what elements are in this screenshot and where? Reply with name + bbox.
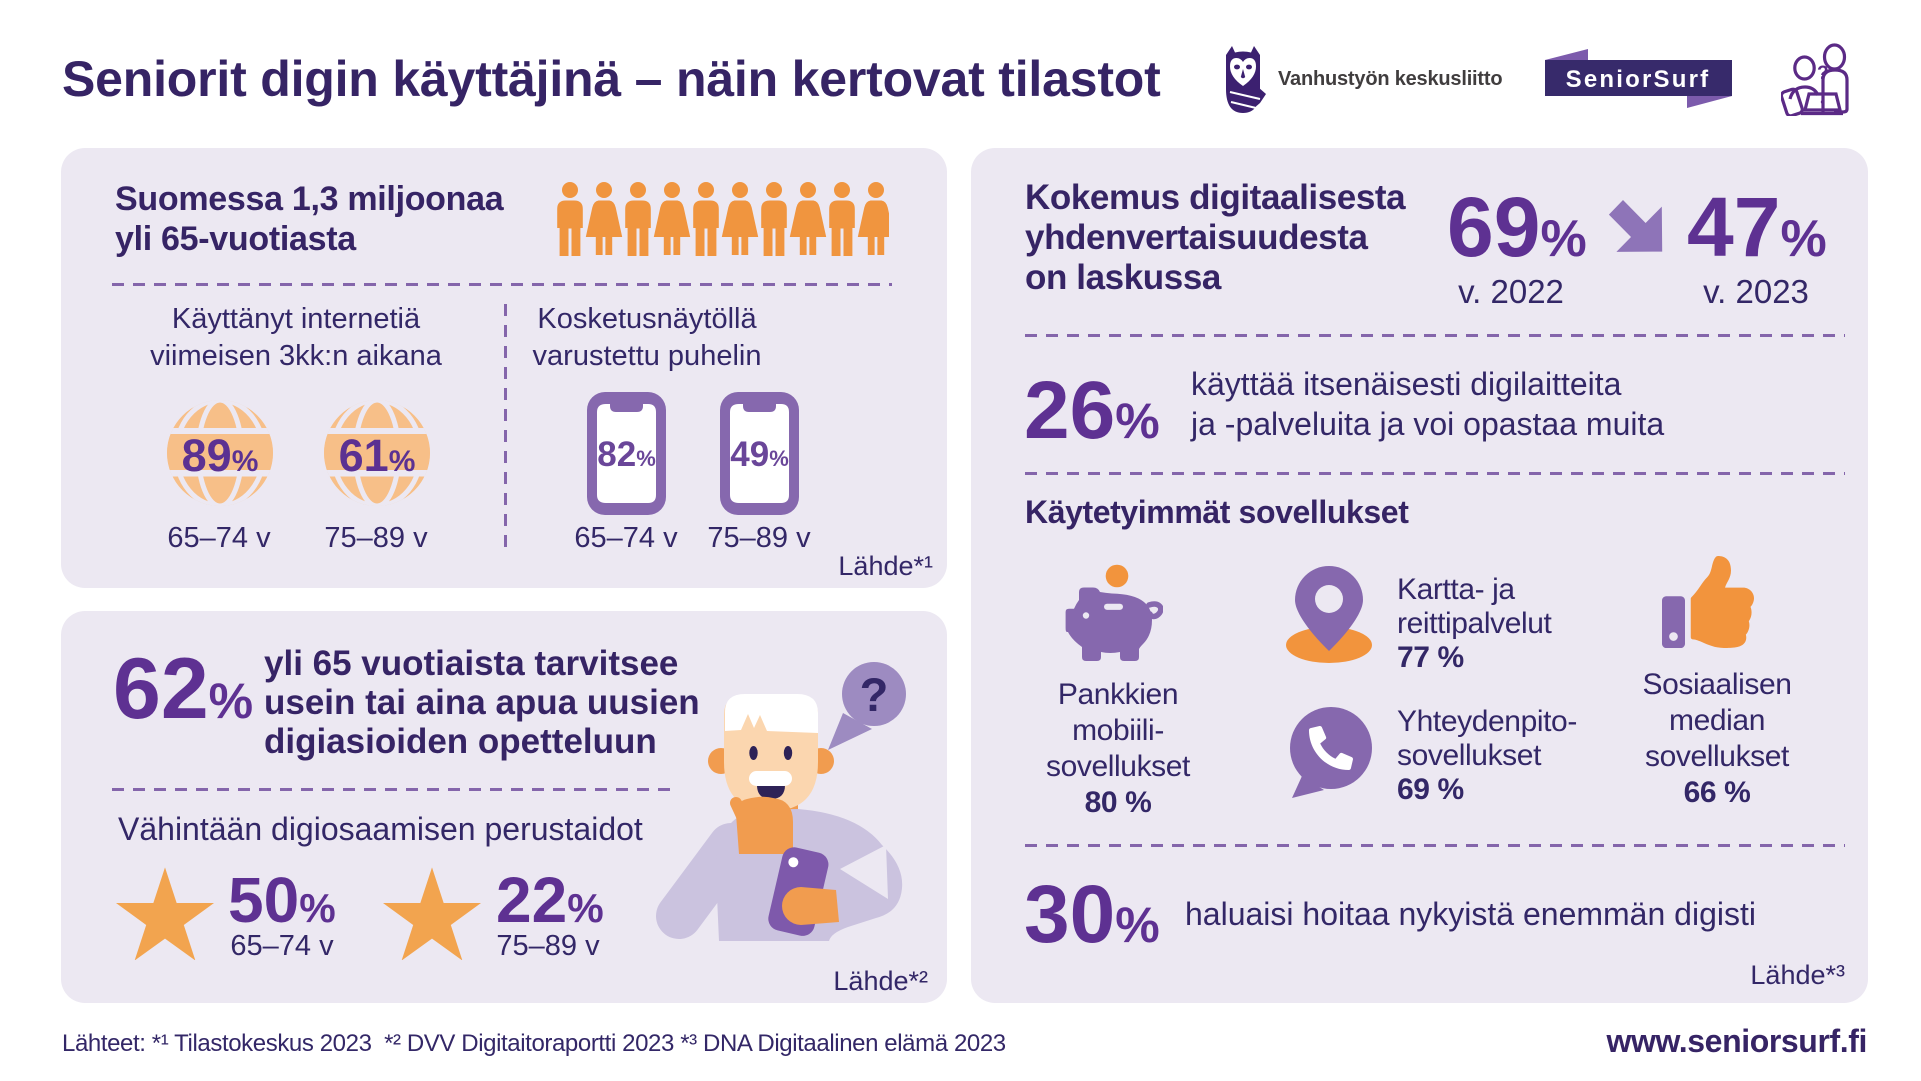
svg-text:SeniorSurf: SeniorSurf bbox=[1566, 66, 1711, 93]
svg-text:?: ? bbox=[860, 668, 889, 721]
svg-text:?: ? bbox=[1817, 63, 1829, 84]
